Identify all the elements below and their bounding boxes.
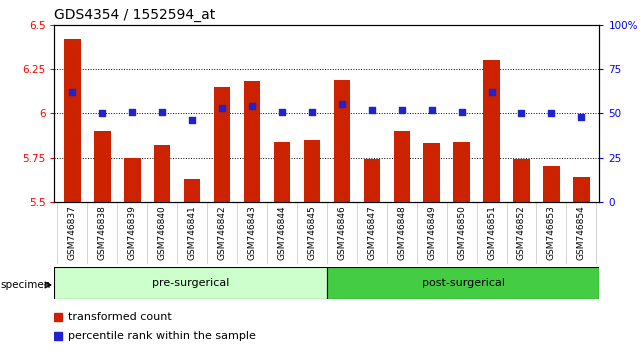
- Bar: [64, 39, 81, 202]
- Bar: [363, 159, 380, 202]
- Text: GSM746845: GSM746845: [308, 205, 317, 259]
- Bar: [94, 131, 111, 202]
- Point: [367, 107, 377, 113]
- Bar: [513, 159, 529, 202]
- Text: transformed count: transformed count: [67, 312, 171, 322]
- Bar: [304, 140, 320, 202]
- Point: [456, 109, 467, 114]
- Text: GSM746847: GSM746847: [367, 205, 376, 259]
- Point: [247, 103, 257, 109]
- Text: GSM746851: GSM746851: [487, 205, 496, 260]
- Text: GSM746846: GSM746846: [337, 205, 346, 259]
- Text: GSM746839: GSM746839: [128, 205, 137, 260]
- Point: [97, 110, 108, 116]
- Bar: [573, 177, 590, 202]
- Bar: [327, 267, 599, 299]
- Text: GSM746840: GSM746840: [158, 205, 167, 259]
- Text: GSM746842: GSM746842: [218, 205, 227, 259]
- Point: [277, 109, 287, 114]
- Text: GSM746853: GSM746853: [547, 205, 556, 260]
- Text: GSM746838: GSM746838: [98, 205, 107, 260]
- Text: GSM746854: GSM746854: [577, 205, 586, 259]
- Point: [67, 89, 78, 95]
- Text: GSM746841: GSM746841: [188, 205, 197, 259]
- Text: GSM746849: GSM746849: [427, 205, 436, 259]
- Point: [307, 109, 317, 114]
- Bar: [453, 142, 470, 202]
- Point: [217, 105, 228, 111]
- Text: specimen: specimen: [1, 280, 51, 290]
- Text: GSM746843: GSM746843: [247, 205, 256, 259]
- Point: [157, 109, 167, 114]
- Point: [546, 110, 556, 116]
- Point: [337, 102, 347, 107]
- Point: [53, 333, 63, 339]
- Text: GSM746848: GSM746848: [397, 205, 406, 259]
- Text: GSM746837: GSM746837: [68, 205, 77, 260]
- Text: GSM746852: GSM746852: [517, 205, 526, 259]
- Text: post-surgerical: post-surgerical: [422, 278, 504, 288]
- Bar: [184, 179, 201, 202]
- Bar: [244, 81, 260, 202]
- Text: GSM746844: GSM746844: [278, 205, 287, 259]
- Point: [397, 107, 407, 113]
- Point: [127, 109, 137, 114]
- Text: pre-surgerical: pre-surgerical: [152, 278, 229, 288]
- Bar: [543, 166, 560, 202]
- Point: [53, 314, 63, 320]
- Point: [576, 114, 587, 120]
- Point: [187, 118, 197, 123]
- Bar: [214, 87, 230, 202]
- Text: GDS4354 / 1552594_at: GDS4354 / 1552594_at: [54, 8, 216, 22]
- Point: [517, 110, 527, 116]
- Point: [487, 89, 497, 95]
- Bar: [274, 142, 290, 202]
- Bar: [424, 143, 440, 202]
- Bar: [483, 60, 500, 202]
- Bar: [334, 80, 350, 202]
- Bar: [394, 131, 410, 202]
- Bar: [54, 267, 327, 299]
- Text: GSM746850: GSM746850: [457, 205, 466, 260]
- Point: [426, 107, 437, 113]
- Bar: [124, 158, 140, 202]
- Text: percentile rank within the sample: percentile rank within the sample: [67, 331, 255, 341]
- Bar: [154, 145, 171, 202]
